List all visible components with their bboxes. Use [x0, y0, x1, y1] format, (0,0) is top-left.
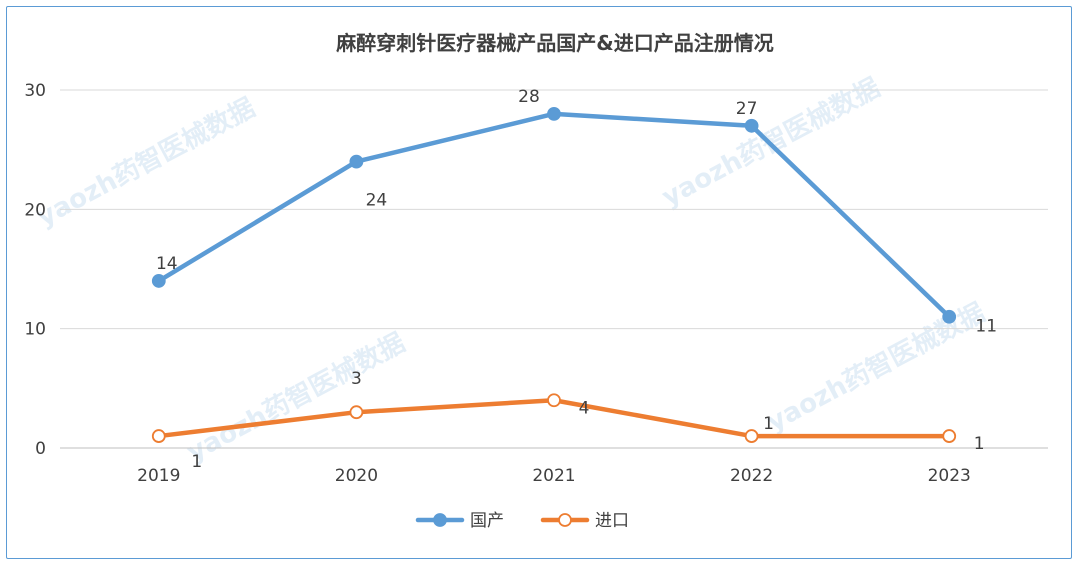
watermark-text: yaozh药智医械数据 [32, 93, 260, 233]
data-label: 24 [366, 191, 388, 211]
legend-label: 进口 [595, 511, 629, 531]
legend-label: 国产 [470, 511, 504, 531]
data-point [942, 309, 957, 324]
x-axis: 2019 2020 2021 2022 2023 [137, 466, 971, 486]
watermark-text: yaozh药智医械数据 [762, 298, 990, 438]
data-label: 1 [974, 434, 985, 454]
data-label: 28 [518, 87, 540, 107]
data-point [151, 274, 166, 288]
legend: 国产 进口 [415, 511, 629, 531]
data-label: 1 [763, 414, 774, 434]
y-tick-label: 10 [24, 320, 46, 340]
grid-lines [60, 89, 1048, 449]
series-line-domestic [156, 111, 952, 319]
x-tick-label: 2022 [730, 466, 773, 486]
data-point [942, 429, 957, 443]
y-axis: 0 10 20 30 [24, 81, 46, 459]
data-point [151, 429, 166, 443]
x-tick-label: 2023 [928, 466, 971, 486]
data-label: 11 [975, 317, 997, 337]
data-point [349, 154, 364, 169]
y-tick-label: 30 [24, 81, 46, 101]
data-label: 27 [736, 99, 758, 119]
data-point [349, 405, 364, 420]
watermark-text: yaozh药智医械数据 [182, 328, 410, 468]
y-tick-label: 20 [24, 200, 46, 220]
x-tick-label: 2019 [137, 466, 180, 486]
data-point [547, 393, 561, 408]
y-tick-label: 0 [35, 439, 46, 459]
series-layer [151, 106, 957, 443]
x-tick-label: 2020 [335, 466, 378, 486]
legend-swatch-marker [558, 513, 572, 527]
data-label: 4 [579, 398, 590, 418]
chart-title: 麻醉穿刺针医疗器械产品国产&进口产品注册情况 [335, 31, 773, 55]
data-label: 1 [191, 452, 202, 472]
x-tick-label: 2021 [532, 466, 575, 486]
data-label: 3 [351, 369, 362, 389]
data-point [744, 118, 759, 133]
legend-swatch-marker [433, 513, 447, 527]
data-point [547, 106, 561, 121]
data-label: 14 [156, 254, 178, 274]
chart-frame [6, 6, 1072, 559]
data-point [744, 429, 759, 443]
